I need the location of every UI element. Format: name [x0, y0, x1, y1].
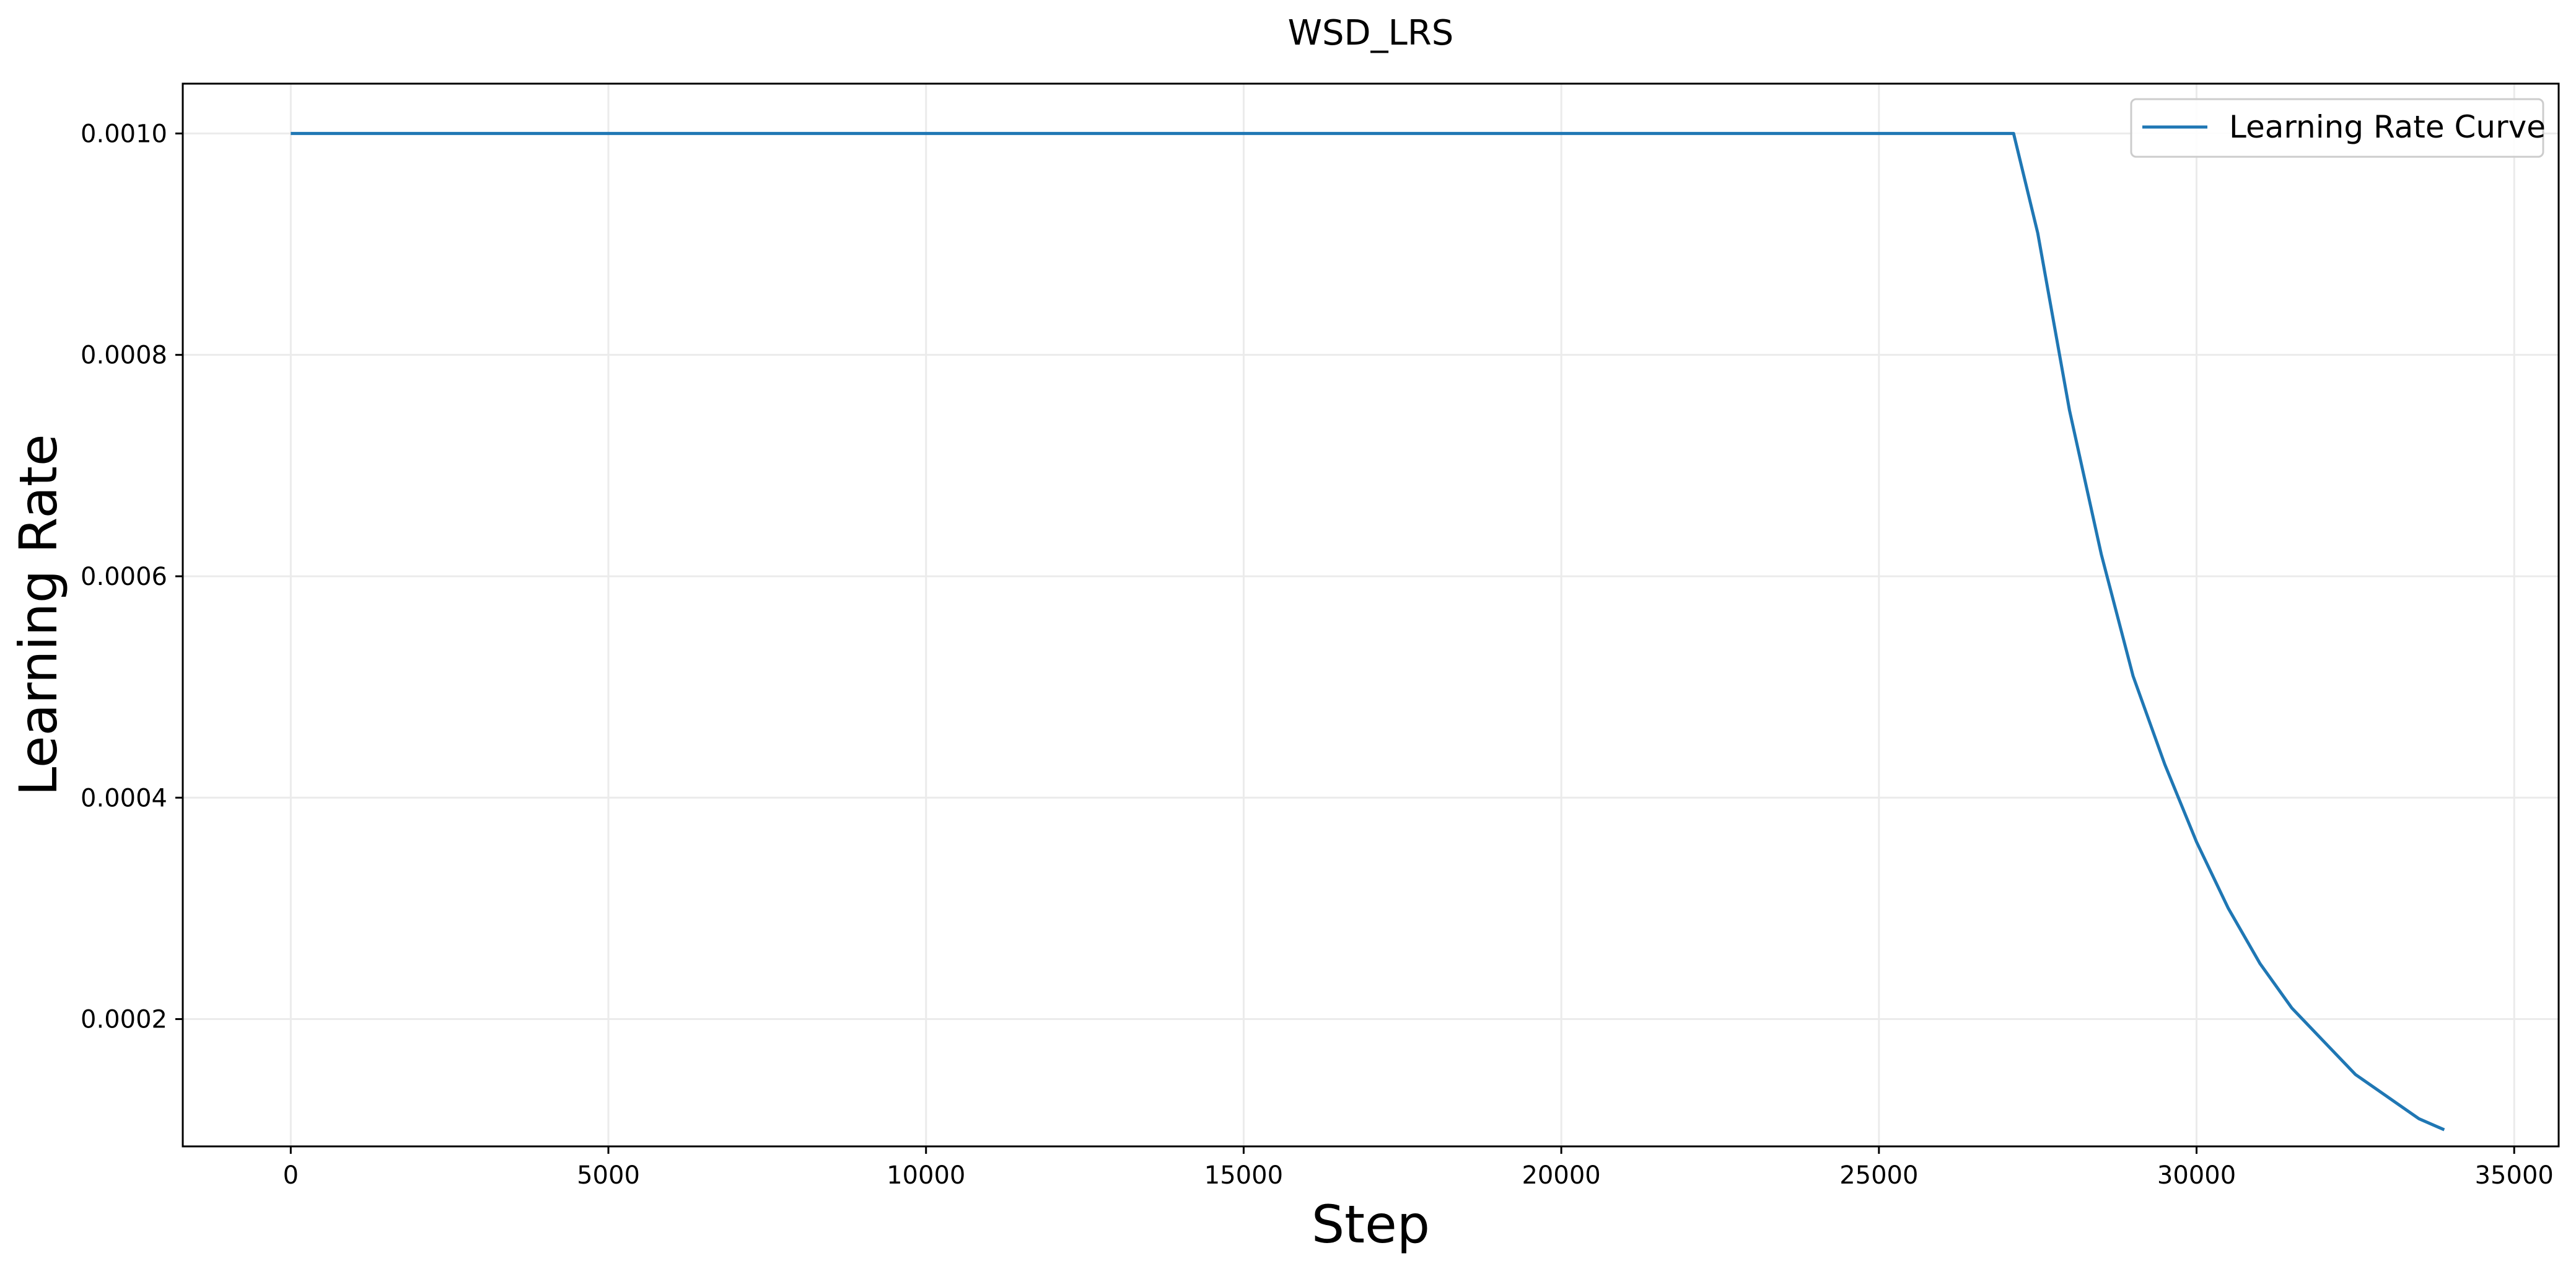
x-tick-label: 35000 [2475, 1161, 2554, 1190]
y-axis-label: Learning Rate [8, 434, 69, 796]
legend-label: Learning Rate Curve [2229, 109, 2546, 145]
x-axis-label: Step [1312, 1194, 1430, 1255]
legend-box [2130, 98, 2544, 158]
x-tick-label: 10000 [887, 1161, 965, 1190]
x-tick-label: 20000 [1522, 1161, 1600, 1190]
y-tick-label: 0.0008 [81, 341, 167, 370]
y-tick-label: 0.0010 [81, 120, 167, 148]
x-tick-label: 30000 [2157, 1161, 2236, 1190]
y-tick-label: 0.0006 [81, 563, 167, 591]
y-tick-label: 0.0004 [81, 784, 167, 812]
x-tick-label: 5000 [577, 1161, 640, 1190]
plot-frame [182, 82, 2560, 1148]
chart-title: WSD_LRS [1288, 13, 1454, 53]
x-tick-label: 0 [283, 1161, 299, 1190]
ticks: 0 5000 10000 15000 20000 25000 30000 35000 0.000… [81, 120, 2554, 1190]
series-line [291, 131, 2445, 1132]
x-tick-label: 25000 [1839, 1161, 1918, 1190]
x-tick-label: 15000 [1204, 1161, 1283, 1190]
series-layer [291, 131, 2445, 1132]
legend: Learning Rate Curve [2130, 98, 2546, 158]
y-tick-label: 0.0002 [81, 1006, 167, 1034]
